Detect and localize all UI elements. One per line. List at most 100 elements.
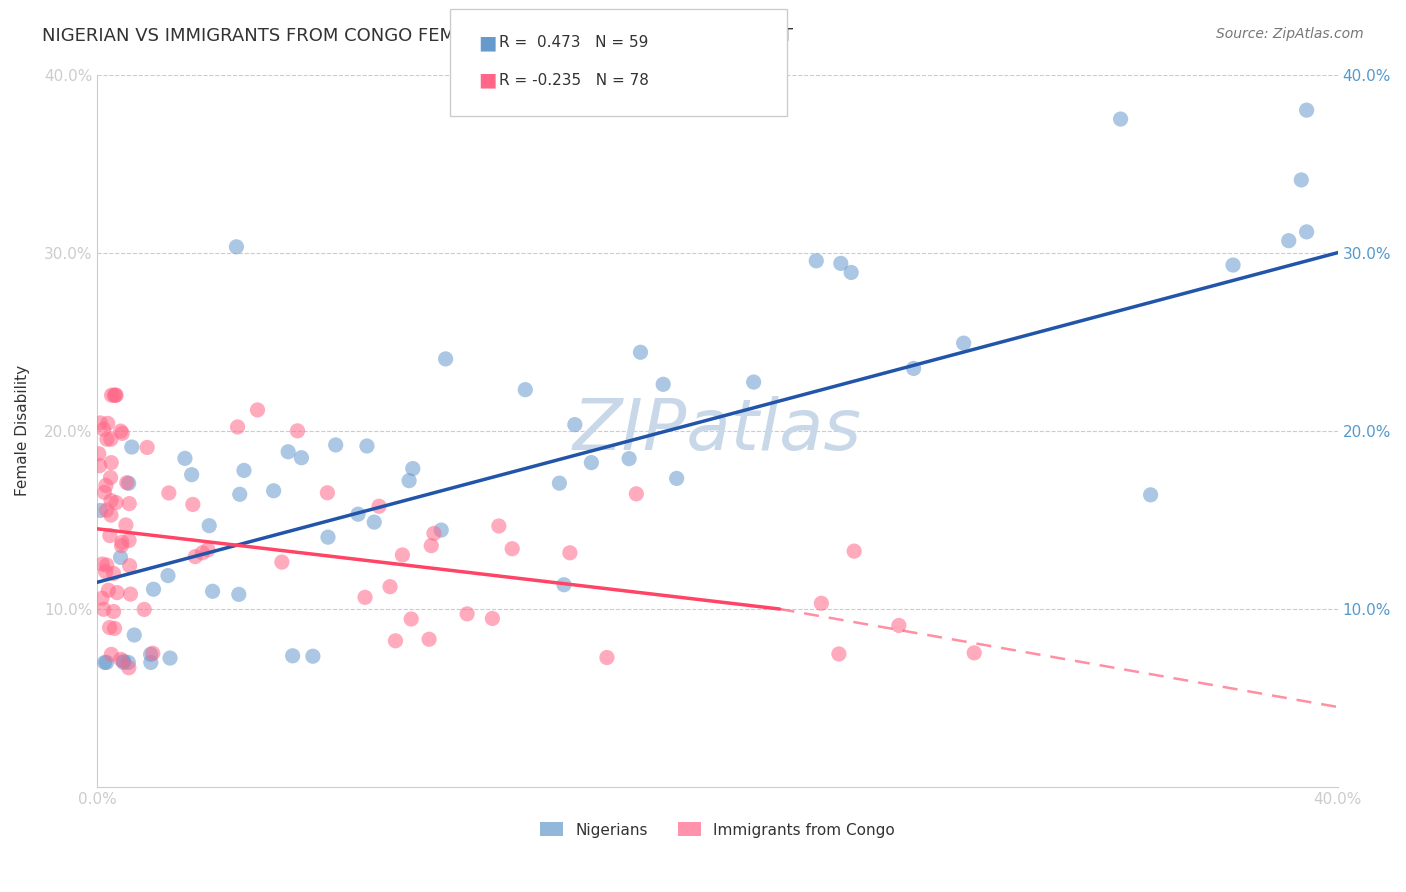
Immigrants from Congo	[93, 485, 115, 500]
Nigerians	[122, 628, 145, 642]
Nigerians	[93, 656, 115, 670]
Nigerians	[263, 483, 285, 498]
Nigerians	[121, 440, 143, 454]
Immigrants from Congo	[316, 485, 339, 500]
Text: R = -0.235   N = 78: R = -0.235 N = 78	[499, 73, 650, 87]
Immigrants from Congo	[118, 533, 141, 548]
Nigerians	[952, 336, 974, 351]
Immigrants from Congo	[100, 432, 122, 446]
Legend: Nigerians, Immigrants from Congo: Nigerians, Immigrants from Congo	[534, 816, 901, 844]
Immigrants from Congo	[384, 633, 406, 648]
Immigrants from Congo	[115, 475, 138, 490]
Immigrants from Congo	[97, 583, 120, 598]
Nigerians	[277, 444, 299, 458]
Immigrants from Congo	[89, 416, 111, 430]
Nigerians	[903, 361, 925, 376]
Immigrants from Congo	[100, 508, 122, 522]
Immigrants from Congo	[104, 388, 127, 402]
Immigrants from Congo	[134, 602, 156, 616]
Nigerians	[156, 568, 179, 582]
Nigerians	[96, 656, 118, 670]
Immigrants from Congo	[110, 652, 132, 666]
Immigrants from Congo	[828, 647, 851, 661]
Nigerians	[228, 587, 250, 601]
Immigrants from Congo	[98, 528, 121, 542]
Nigerians	[198, 518, 221, 533]
Immigrants from Congo	[100, 493, 122, 508]
Immigrants from Congo	[111, 535, 134, 549]
Nigerians	[363, 515, 385, 529]
Immigrants from Congo	[157, 486, 180, 500]
Immigrants from Congo	[246, 403, 269, 417]
Nigerians	[1139, 488, 1161, 502]
Nigerians	[89, 503, 111, 517]
Immigrants from Congo	[91, 557, 114, 571]
Immigrants from Congo	[844, 544, 866, 558]
Text: ZIPatlas: ZIPatlas	[572, 396, 862, 466]
Nigerians	[118, 476, 141, 491]
Nigerians	[139, 648, 162, 662]
Immigrants from Congo	[100, 470, 122, 484]
Nigerians	[347, 507, 370, 521]
Immigrants from Congo	[118, 497, 141, 511]
Nigerians	[316, 530, 339, 544]
Text: Source: ZipAtlas.com: Source: ZipAtlas.com	[1216, 27, 1364, 41]
Text: ■: ■	[478, 33, 496, 53]
Nigerians	[356, 439, 378, 453]
Nigerians	[581, 456, 603, 470]
Nigerians	[839, 265, 862, 279]
Immigrants from Congo	[501, 541, 523, 556]
Immigrants from Congo	[96, 432, 118, 446]
Nigerians	[1291, 173, 1313, 187]
Nigerians	[1109, 112, 1132, 126]
Nigerians	[665, 471, 688, 485]
Immigrants from Congo	[558, 546, 581, 560]
Immigrants from Congo	[963, 646, 986, 660]
Nigerians	[112, 654, 135, 668]
Nigerians	[281, 648, 304, 663]
Nigerians	[117, 656, 139, 670]
Immigrants from Congo	[111, 426, 134, 441]
Immigrants from Congo	[87, 447, 110, 461]
Immigrants from Congo	[100, 648, 122, 662]
Immigrants from Congo	[103, 388, 125, 402]
Nigerians	[174, 451, 197, 466]
Immigrants from Congo	[184, 549, 207, 564]
Nigerians	[290, 450, 312, 465]
Immigrants from Congo	[93, 422, 115, 436]
Text: ■: ■	[478, 70, 496, 90]
Text: R =  0.473   N = 59: R = 0.473 N = 59	[499, 36, 648, 50]
Immigrants from Congo	[118, 558, 141, 573]
Immigrants from Congo	[420, 539, 443, 553]
Immigrants from Congo	[142, 646, 165, 660]
Immigrants from Congo	[103, 621, 125, 635]
Immigrants from Congo	[488, 519, 510, 533]
Immigrants from Congo	[105, 585, 128, 599]
Nigerians	[630, 345, 652, 359]
Nigerians	[553, 578, 575, 592]
Immigrants from Congo	[96, 558, 118, 572]
Immigrants from Congo	[270, 555, 292, 569]
Nigerians	[159, 651, 181, 665]
Immigrants from Congo	[287, 424, 309, 438]
Immigrants from Congo	[810, 596, 832, 610]
Immigrants from Congo	[105, 388, 128, 402]
Immigrants from Congo	[136, 441, 159, 455]
Nigerians	[110, 550, 132, 565]
Immigrants from Congo	[181, 497, 204, 511]
Immigrants from Congo	[368, 500, 391, 514]
Nigerians	[548, 476, 571, 491]
Nigerians	[225, 240, 247, 254]
Immigrants from Congo	[103, 566, 125, 581]
Immigrants from Congo	[89, 458, 111, 473]
Nigerians	[139, 656, 162, 670]
Nigerians	[430, 523, 453, 537]
Immigrants from Congo	[626, 487, 648, 501]
Nigerians	[233, 463, 256, 477]
Immigrants from Congo	[226, 420, 249, 434]
Nigerians	[398, 474, 420, 488]
Immigrants from Congo	[103, 605, 125, 619]
Immigrants from Congo	[110, 424, 132, 438]
Nigerians	[201, 584, 224, 599]
Nigerians	[112, 656, 135, 670]
